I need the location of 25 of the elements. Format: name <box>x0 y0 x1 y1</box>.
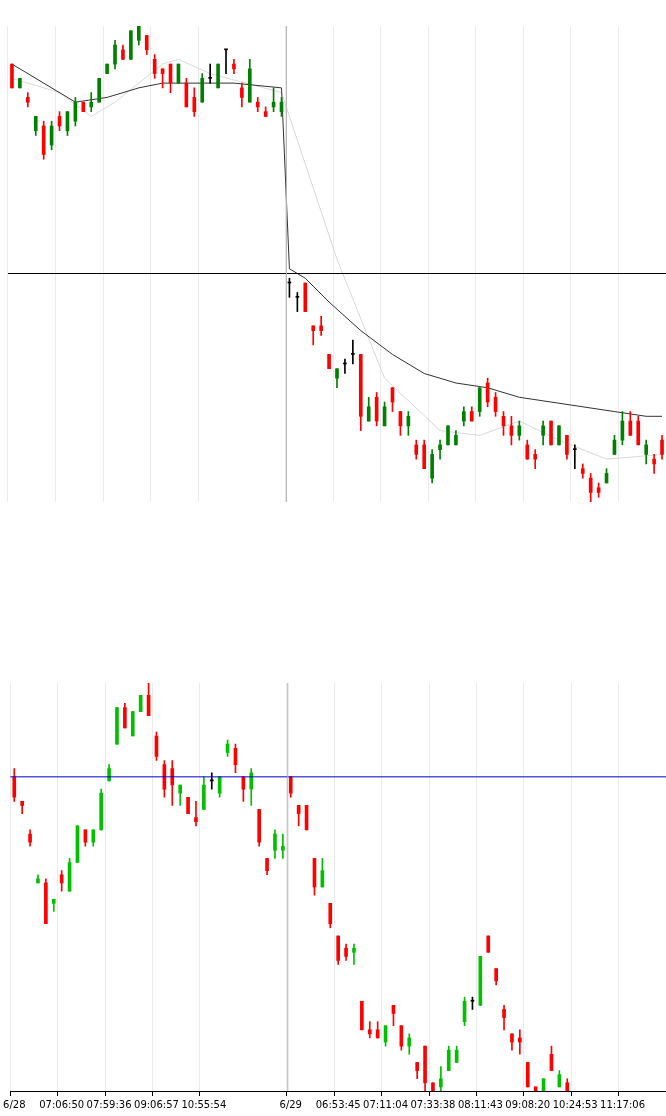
candlestick <box>573 444 577 470</box>
candlestick <box>89 92 94 113</box>
x-tick-label: 09:06:57 <box>134 1098 179 1110</box>
candlestick <box>518 1029 522 1055</box>
x-tick-label: 11:17:06 <box>600 1098 646 1110</box>
candlestick <box>352 943 356 965</box>
candlestick <box>194 800 198 827</box>
x-tick-label: 08:11:43 <box>457 1098 503 1110</box>
x-tick-label: 09:08:20 <box>505 1098 551 1110</box>
candlestick <box>319 316 323 336</box>
x-tick-label: 07:06:50 <box>39 1098 85 1110</box>
x-tick-label: 07:11:04 <box>363 1098 409 1110</box>
x-tick-label: 06:53:45 <box>315 1098 361 1110</box>
candlestick <box>533 449 538 470</box>
x-tick-label: 6/29 <box>279 1098 302 1110</box>
x-tick-label: 07:59:36 <box>86 1098 132 1110</box>
x-tick-label: 6/28 <box>3 1098 26 1110</box>
x-tick-label: 07:33:38 <box>410 1098 456 1110</box>
candlestick <box>208 63 212 84</box>
candlestick <box>652 454 656 474</box>
candlestick <box>224 48 228 74</box>
candlestick <box>351 339 355 365</box>
x-tick-label: 10:55:54 <box>181 1098 227 1110</box>
x-tick-label: 10:24:53 <box>552 1098 598 1110</box>
candlestick <box>281 833 285 859</box>
